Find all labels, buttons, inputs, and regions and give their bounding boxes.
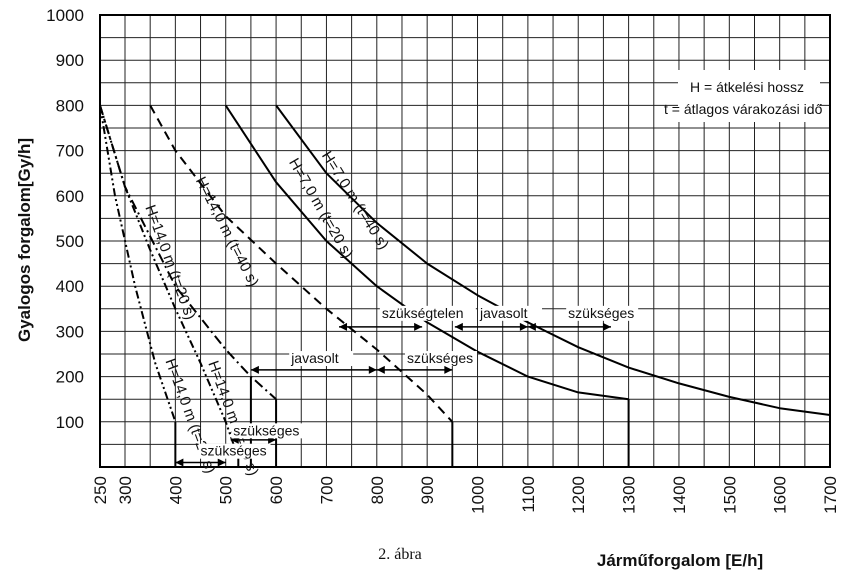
figure-caption: 2. ábra [378, 546, 422, 563]
zone-arrows [175, 322, 611, 467]
arrow-head [602, 322, 611, 331]
x-tick-label: 1100 [519, 476, 538, 513]
zone-label: javasolt [290, 350, 339, 366]
arrow-head [175, 458, 184, 467]
arrow-head [376, 365, 385, 374]
series-line-2 [224, 104, 629, 401]
arrow-head [217, 458, 226, 467]
x-tick-label: 400 [166, 476, 185, 504]
x-tick-label: 900 [418, 476, 437, 504]
series-line-1 [275, 104, 831, 416]
zone-label-bg [478, 305, 543, 321]
plot-frame [99, 14, 831, 468]
series-line-3 [149, 104, 454, 423]
y-tick-label: 600 [56, 187, 84, 206]
arrow-head [519, 322, 528, 331]
series-line-6 [99, 105, 177, 423]
zone-label: szükséges [407, 350, 473, 366]
zone-label-bg [198, 443, 271, 459]
x-tick-label: 1500 [720, 476, 739, 514]
y-tick-label: 800 [56, 96, 84, 115]
legend: H = átkelési hossz t = átlagos várakozás… [664, 70, 823, 122]
zone-label: javasolt [479, 305, 528, 321]
zone-label-bg [231, 423, 304, 439]
zone-label-bg [289, 351, 354, 367]
x-tick-label: 1200 [569, 476, 588, 514]
y-tick-label: 200 [56, 368, 84, 387]
series-line-5 [99, 105, 240, 459]
zone-label-bg [405, 351, 478, 367]
series-line-4 [99, 105, 277, 400]
zone-label: szükséges [201, 443, 267, 459]
curve-label: H=14,0 m (t=40 s) [192, 174, 262, 289]
x-tick-label: 800 [368, 476, 387, 504]
zone-labels: szükségtelen javasolt szükséges javasolt szü… [198, 305, 639, 459]
zone-label: szükségtelen [382, 305, 464, 321]
legend-box [678, 70, 820, 122]
y-tick-label: 700 [56, 142, 84, 161]
x-axis-label: Járműforgalom [E/h] [597, 551, 763, 570]
arrow-head [454, 322, 463, 331]
x-tick-label: 300 [116, 476, 135, 504]
series-lines [99, 104, 831, 459]
x-tick-label: 1600 [771, 476, 790, 514]
y-tick-label: 300 [56, 322, 84, 341]
x-tick-label: 1700 [821, 476, 840, 514]
y-axis-label: Gyalogos forgalom[Gy/h] [15, 138, 34, 342]
arrow-head [414, 322, 423, 331]
arrow-head [250, 365, 259, 374]
x-tick-label: 700 [317, 476, 336, 504]
y-tick-label: 400 [56, 277, 84, 296]
x-tick-label: 1400 [670, 476, 689, 514]
arrow-head [527, 322, 536, 331]
x-tick-label: 250 [91, 476, 110, 504]
zone-label-bg [379, 305, 476, 321]
arrow-head [368, 365, 377, 374]
zone-label: szükséges [233, 422, 299, 438]
legend-line-1: H = átkelési hossz [690, 79, 804, 95]
tick-labels: 100 200 300 400 500 600 700 800 900 1000 250 300 400… [46, 6, 840, 514]
arrow-head [339, 322, 348, 331]
legend-line-2: t = átlagos várakozási idő [664, 101, 823, 117]
zone-label-bg [566, 305, 639, 321]
y-tick-label: 900 [56, 51, 84, 70]
y-tick-label: 1000 [46, 6, 84, 25]
y-tick-label: 100 [56, 413, 84, 432]
arrow-head [444, 365, 453, 374]
y-tick-label: 500 [56, 232, 84, 251]
x-tick-label: 1000 [469, 476, 488, 514]
x-tick-label: 500 [217, 476, 236, 504]
x-tick-label: 1300 [620, 476, 639, 514]
zone-label: szükséges [568, 305, 634, 321]
x-tick-label: 600 [267, 476, 286, 504]
